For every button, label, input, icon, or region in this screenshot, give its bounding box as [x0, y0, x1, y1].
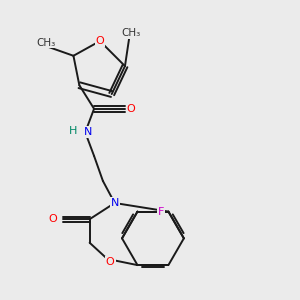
Text: N: N [84, 127, 92, 137]
Text: O: O [127, 104, 135, 114]
Text: N: N [110, 198, 119, 208]
Text: H: H [69, 126, 78, 136]
Text: O: O [96, 36, 104, 46]
Text: O: O [49, 214, 57, 224]
Text: CH₃: CH₃ [36, 38, 56, 47]
Text: O: O [106, 257, 115, 267]
Text: F: F [158, 207, 164, 217]
Text: CH₃: CH₃ [121, 28, 140, 38]
